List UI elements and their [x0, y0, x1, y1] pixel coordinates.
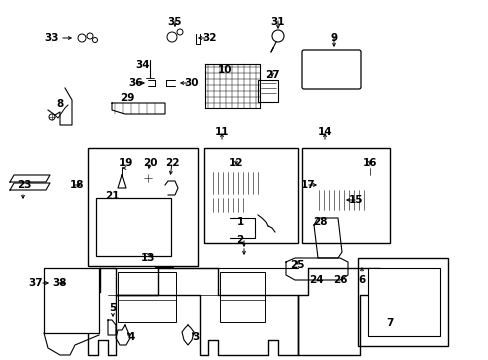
Text: 12: 12	[228, 158, 243, 168]
Text: 32: 32	[203, 33, 217, 43]
Text: 35: 35	[167, 17, 182, 27]
Circle shape	[271, 30, 284, 42]
Text: 7: 7	[386, 318, 393, 328]
Text: 26: 26	[332, 275, 346, 285]
Circle shape	[271, 209, 278, 215]
Text: 29: 29	[120, 93, 134, 103]
Bar	[302, 148, 389, 243]
FancyBboxPatch shape	[302, 50, 360, 89]
Text: 24: 24	[308, 275, 323, 285]
Circle shape	[87, 33, 93, 39]
Bar	[203, 148, 297, 243]
Bar	[88, 148, 198, 266]
Circle shape	[259, 193, 264, 199]
Text: 36: 36	[128, 78, 143, 88]
Text: 34: 34	[135, 60, 150, 70]
Bar	[155, 255, 173, 267]
Circle shape	[92, 37, 97, 42]
Circle shape	[373, 283, 397, 307]
Text: 22: 22	[164, 158, 179, 168]
Text: 3: 3	[192, 332, 199, 342]
Text: 15: 15	[348, 195, 363, 205]
Circle shape	[411, 285, 431, 305]
Bar	[357, 258, 447, 346]
Bar	[209, 198, 247, 212]
Bar	[220, 272, 264, 322]
Text: 25: 25	[289, 260, 304, 270]
Text: 9: 9	[330, 33, 337, 43]
Text: 37: 37	[29, 278, 43, 288]
Text: 18: 18	[70, 180, 84, 190]
Text: 5: 5	[109, 303, 116, 313]
Text: 10: 10	[217, 65, 232, 75]
Circle shape	[367, 277, 403, 313]
Text: 31: 31	[270, 17, 285, 27]
Bar	[258, 80, 278, 102]
Text: 38: 38	[53, 278, 67, 288]
Circle shape	[144, 175, 151, 181]
Circle shape	[61, 290, 71, 300]
Text: 27: 27	[264, 70, 279, 80]
Circle shape	[405, 279, 437, 311]
Text: 1: 1	[236, 217, 243, 227]
Text: 14: 14	[317, 127, 332, 137]
Text: 28: 28	[312, 217, 326, 227]
Bar	[209, 172, 264, 194]
Text: 23: 23	[17, 180, 31, 190]
Circle shape	[177, 29, 183, 35]
Text: 11: 11	[214, 127, 229, 137]
Circle shape	[78, 34, 86, 42]
Circle shape	[49, 114, 55, 120]
Circle shape	[428, 310, 434, 315]
Text: 33: 33	[45, 33, 59, 43]
Text: 30: 30	[184, 78, 199, 88]
Text: 16: 16	[362, 158, 376, 168]
Text: 13: 13	[141, 253, 155, 263]
Text: 2: 2	[236, 235, 243, 245]
Circle shape	[264, 202, 270, 208]
Circle shape	[167, 32, 177, 42]
Bar	[315, 190, 370, 210]
Text: 4: 4	[127, 332, 134, 342]
Bar	[96, 198, 171, 256]
Text: 21: 21	[104, 191, 119, 201]
Text: 8: 8	[56, 99, 63, 109]
Text: 6: 6	[358, 275, 365, 285]
Bar	[118, 272, 176, 322]
Text: 17: 17	[300, 180, 315, 190]
Bar	[44, 268, 99, 333]
FancyBboxPatch shape	[305, 190, 320, 210]
Bar	[367, 268, 439, 336]
Text: 20: 20	[142, 158, 157, 168]
Text: 19: 19	[119, 158, 133, 168]
Circle shape	[366, 169, 372, 175]
